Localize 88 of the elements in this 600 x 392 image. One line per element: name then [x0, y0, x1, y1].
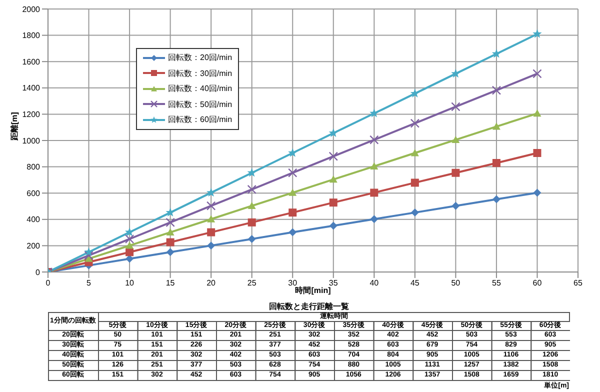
x-tick-label: 30: [288, 278, 298, 288]
point: [370, 135, 379, 144]
point: [329, 222, 338, 230]
point: [288, 188, 297, 196]
x-axis-title: 時間[min]: [295, 286, 332, 295]
x-tick-label: 45: [410, 278, 420, 288]
point: [247, 168, 256, 177]
point: [288, 228, 297, 236]
x-tick-label: 35: [328, 278, 338, 288]
point: [370, 188, 378, 197]
point: [451, 68, 460, 78]
point: [533, 188, 542, 197]
point: [452, 136, 460, 144]
legend-label: 回転数：20回/min: [168, 52, 232, 64]
point: [166, 208, 175, 216]
y-axis-title: 距離[m]: [10, 112, 19, 142]
x-tick-label: 5: [86, 278, 92, 288]
point: [451, 102, 460, 112]
y-tick-label: 1400: [22, 84, 41, 93]
point: [288, 148, 298, 157]
point: [452, 202, 460, 210]
point: [492, 86, 502, 95]
x-tick-label: 55: [492, 278, 502, 288]
point: [84, 247, 94, 256]
point: [410, 148, 419, 156]
point: [248, 202, 256, 210]
y-tick-label: 400: [26, 215, 41, 224]
chart-title: 回転数と走行距離一覧: [269, 302, 349, 311]
point: [207, 228, 216, 236]
y-tick-label: 1800: [22, 31, 41, 40]
point: [84, 250, 94, 260]
point: [492, 195, 500, 204]
y-tick-label: 0: [36, 268, 41, 277]
x-tick-label: 0: [46, 278, 51, 288]
point: [166, 228, 174, 236]
point: [533, 109, 542, 117]
x-tick-label: 10: [125, 278, 135, 288]
point: [410, 88, 420, 98]
legend-label: 回転数：30回/min: [168, 68, 232, 79]
y-tick-label: 200: [26, 242, 41, 251]
y-tick-label: 1200: [22, 110, 41, 120]
point: [288, 168, 298, 178]
x-tick-label: 65: [574, 278, 583, 288]
point: [248, 234, 256, 243]
point: [126, 242, 134, 249]
point: [410, 118, 420, 128]
point: [328, 128, 338, 138]
point: [124, 227, 134, 236]
legend-label: 回転数：40回/min: [168, 83, 232, 94]
point: [247, 184, 256, 194]
point: [410, 208, 419, 217]
point: [288, 208, 297, 217]
point: [370, 162, 378, 170]
legend-label: 回転数：60回/min: [168, 114, 232, 126]
x-tick-label: 20: [206, 278, 216, 288]
point: [532, 69, 542, 78]
point: [410, 178, 419, 187]
point: [207, 242, 216, 250]
x-tick-label: 50: [451, 278, 461, 288]
point: [533, 148, 542, 157]
y-tick-label: 2000: [22, 4, 41, 14]
point: [329, 175, 338, 183]
point: [492, 158, 500, 167]
x-tick-label: 60: [532, 278, 542, 288]
point: [452, 168, 460, 177]
point: [206, 188, 216, 197]
point: [492, 49, 502, 58]
point: [532, 29, 542, 38]
point: [328, 152, 338, 161]
y-tick-label: 1000: [22, 136, 41, 146]
y-tick-label: 1600: [22, 57, 41, 66]
point: [166, 238, 174, 246]
point: [124, 234, 134, 244]
point: [166, 248, 174, 256]
y-tick-label: 800: [26, 162, 41, 172]
point: [370, 215, 378, 224]
point: [492, 122, 500, 130]
legend-label: 回転数：50回/min: [168, 98, 232, 110]
x-tick-label: 40: [370, 278, 380, 288]
point: [248, 218, 256, 226]
point: [166, 218, 175, 228]
point: [207, 215, 216, 222]
y-tick-label: 600: [26, 188, 41, 198]
point: [370, 108, 379, 118]
point: [206, 201, 216, 210]
x-tick-label: 25: [247, 278, 257, 288]
point: [329, 198, 338, 207]
x-tick-label: 15: [166, 278, 176, 288]
